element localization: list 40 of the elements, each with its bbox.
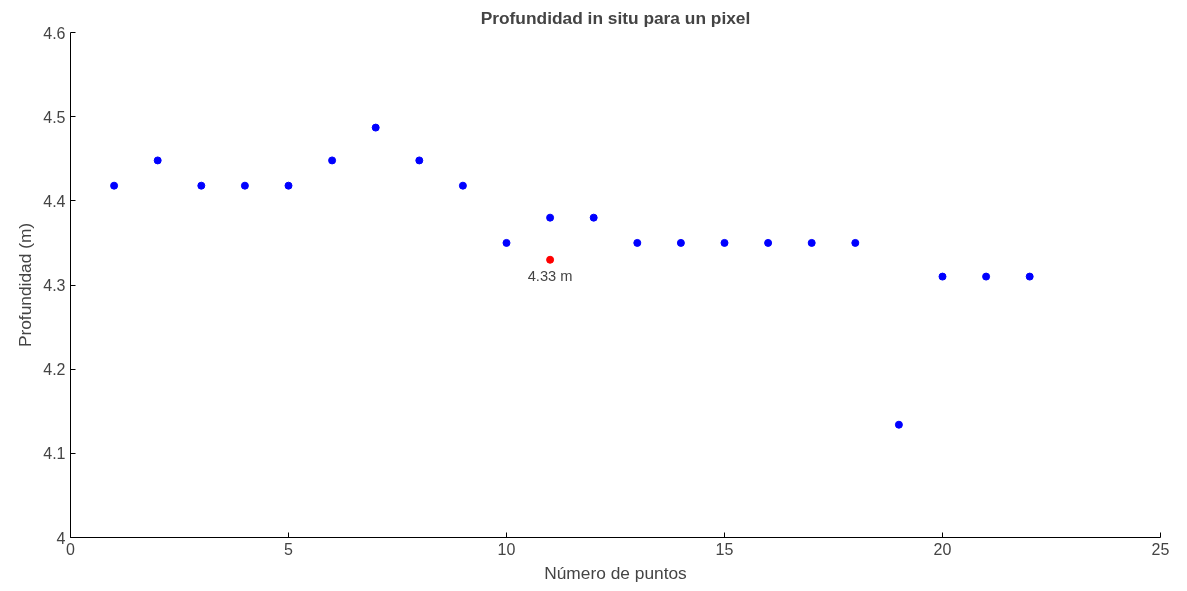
point bbox=[807, 238, 816, 247]
point bbox=[110, 181, 119, 190]
point bbox=[458, 181, 467, 190]
point bbox=[502, 238, 511, 247]
y-tick-label: 4.5 bbox=[43, 108, 66, 126]
y-tick-label: 4.1 bbox=[43, 445, 66, 463]
point bbox=[764, 238, 773, 247]
x-tick-label: 10 bbox=[497, 540, 516, 558]
y-tick-label: 4.4 bbox=[43, 192, 66, 210]
point bbox=[240, 181, 249, 190]
x-tick-label: 25 bbox=[1151, 540, 1170, 558]
point bbox=[371, 123, 380, 132]
y-tick-label: 4.2 bbox=[43, 361, 66, 379]
point bbox=[938, 272, 947, 281]
point bbox=[589, 213, 598, 222]
x-tick-label: 20 bbox=[933, 540, 952, 558]
point bbox=[546, 213, 555, 222]
point bbox=[1025, 272, 1034, 281]
point bbox=[633, 238, 642, 247]
x-axis-title: Número de puntos bbox=[544, 562, 688, 583]
x-tick-label: 5 bbox=[284, 540, 294, 558]
point bbox=[415, 156, 424, 165]
point bbox=[328, 156, 337, 165]
point bbox=[153, 156, 162, 165]
point bbox=[676, 238, 685, 247]
y-tick-label: 4 bbox=[56, 529, 66, 547]
y-tick-label: 4.6 bbox=[43, 24, 66, 42]
y-tick-label: 4.3 bbox=[43, 277, 66, 294]
annotation: 4.33 m bbox=[527, 267, 573, 284]
point bbox=[720, 238, 729, 247]
point bbox=[894, 420, 903, 429]
point bbox=[851, 238, 860, 247]
chart-title: Profundidad in situ para un pixel bbox=[480, 7, 751, 28]
point bbox=[197, 181, 206, 190]
x-tick-label: 15 bbox=[715, 540, 734, 558]
point bbox=[982, 272, 991, 281]
y-axis-title: Profundidad (m) bbox=[15, 222, 36, 348]
point bbox=[546, 255, 555, 264]
point bbox=[284, 181, 293, 190]
x-tick-label: 0 bbox=[66, 540, 76, 558]
